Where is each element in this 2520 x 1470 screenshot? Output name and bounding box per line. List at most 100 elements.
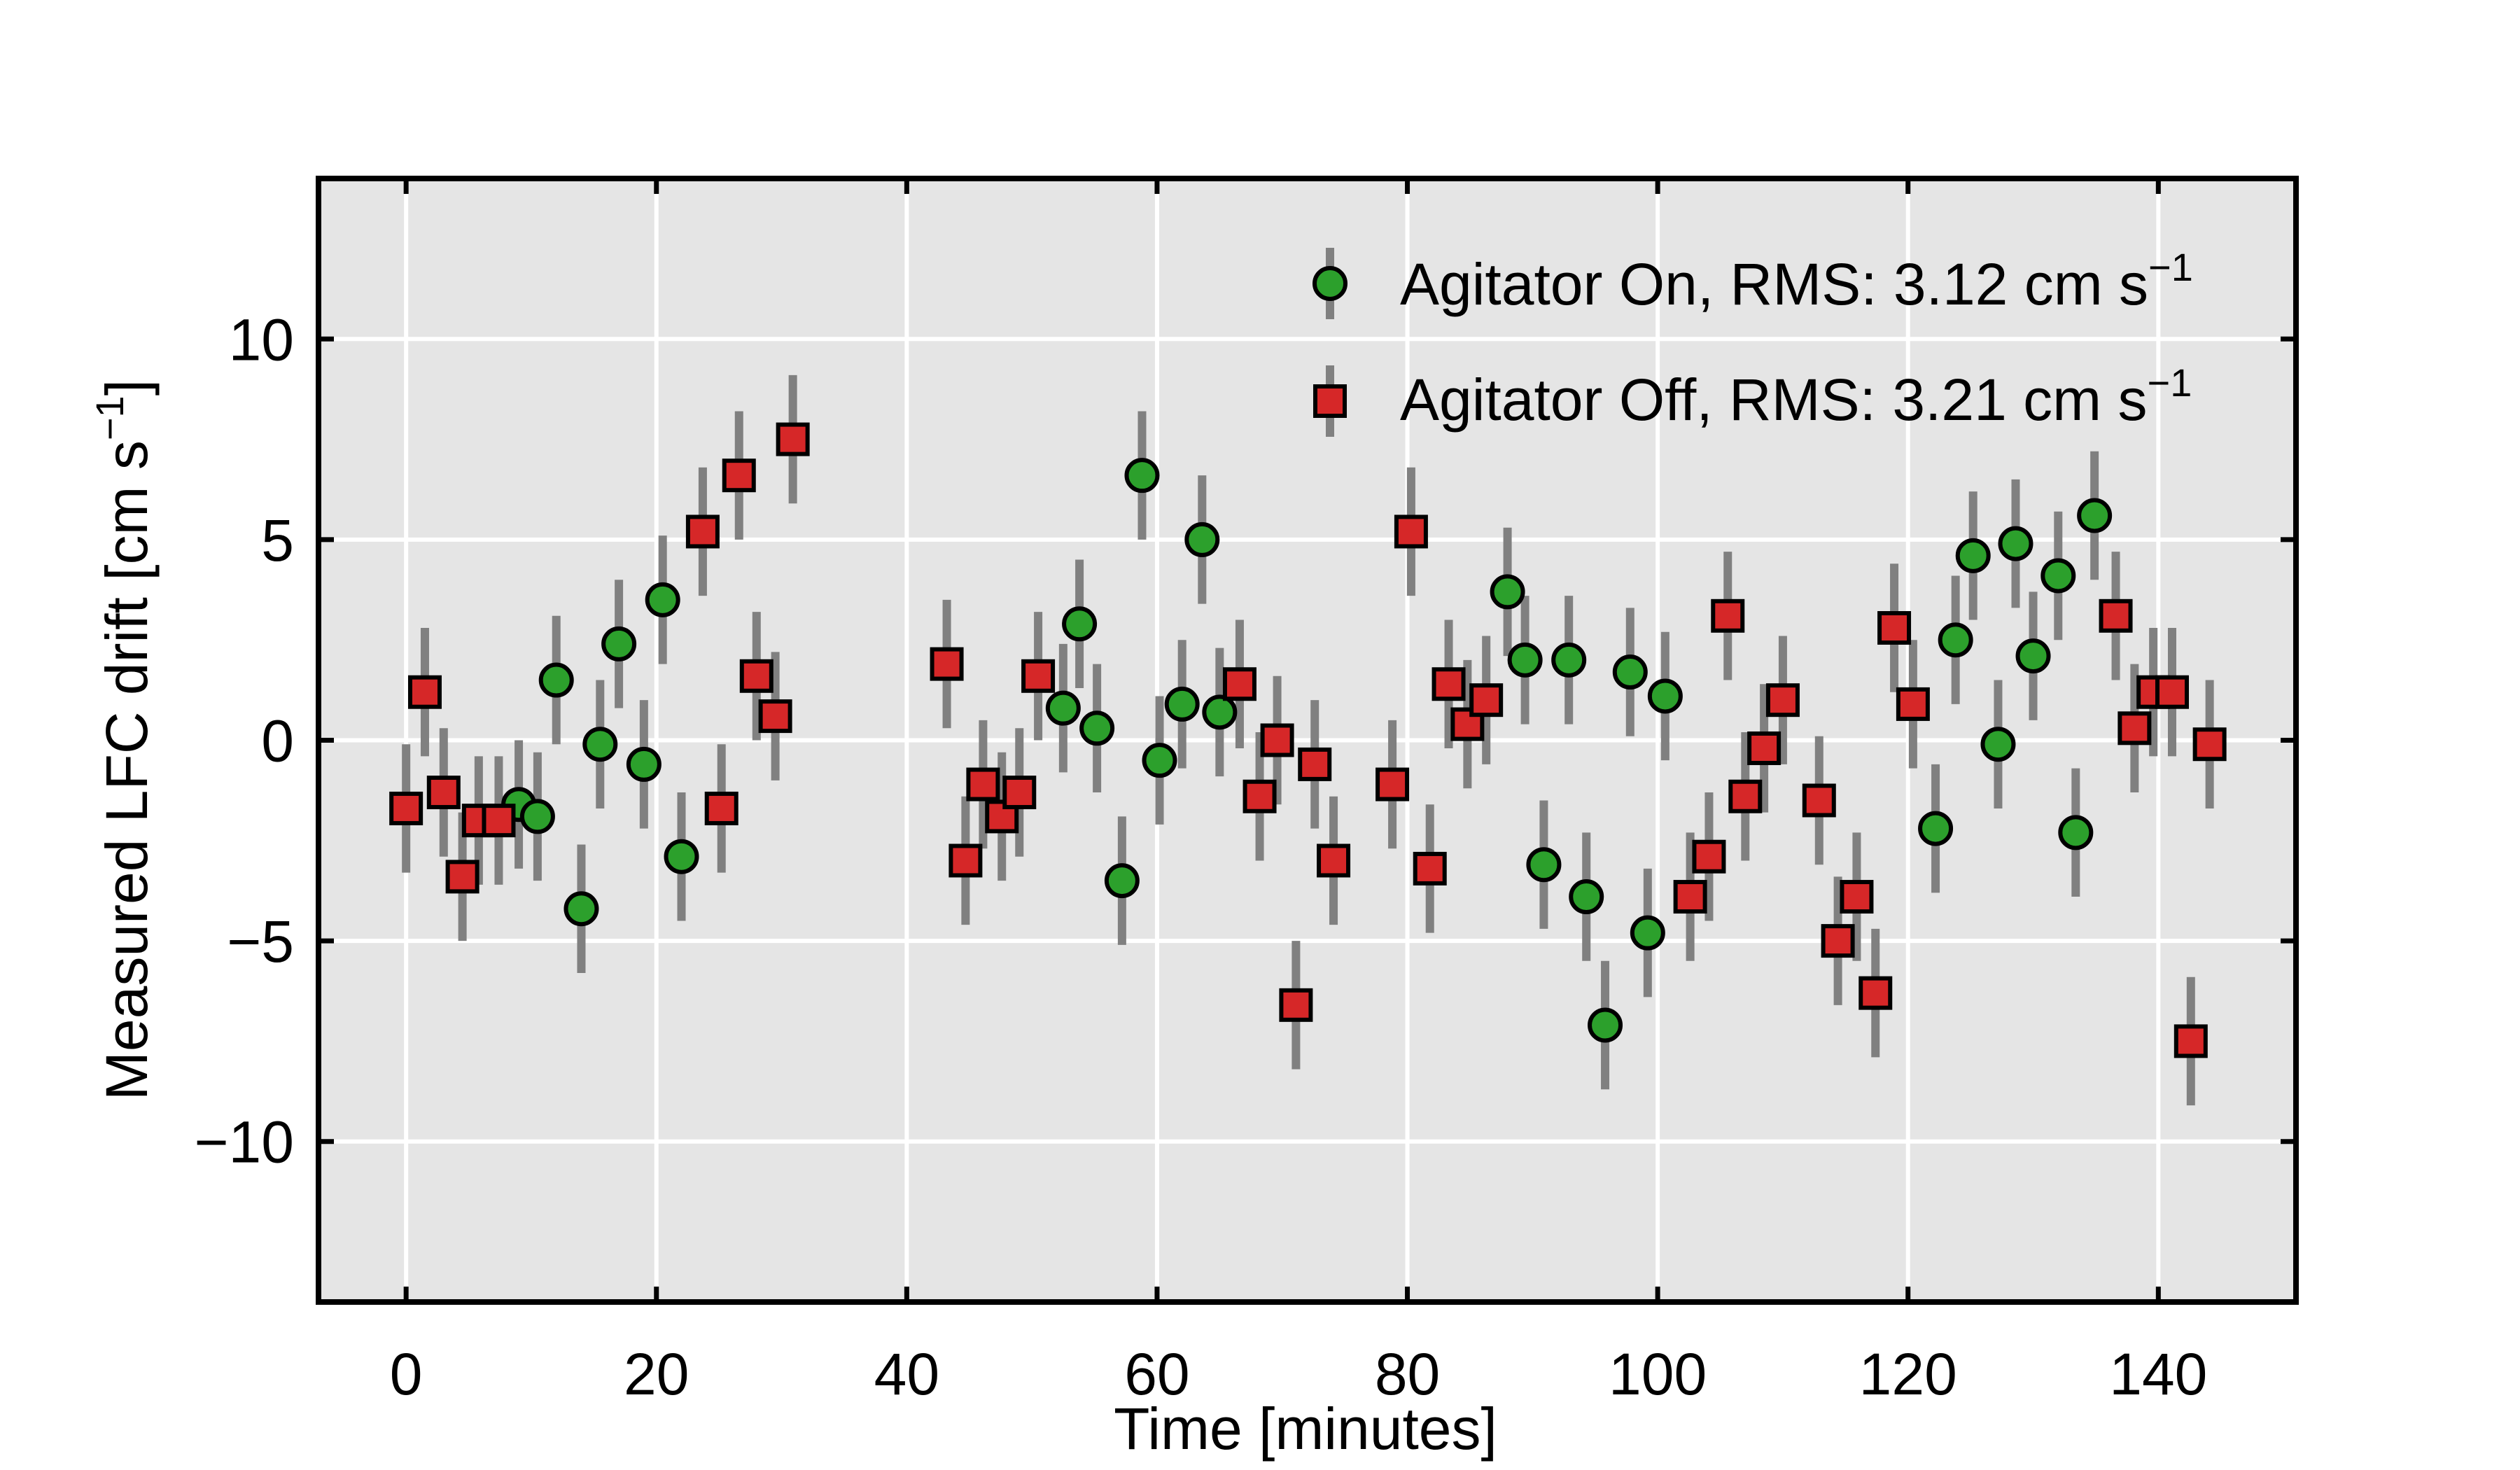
agitator-on-point (1526, 847, 1562, 883)
legend-on-marker (1312, 266, 1348, 301)
agitator-off-point (930, 647, 964, 681)
agitator-on-point (1142, 743, 1177, 778)
agitator-off-point (2174, 1024, 2208, 1058)
x-tick-label: 100 (1609, 1341, 1707, 1407)
agitator-off-point (389, 791, 424, 825)
agitator-off-point (1002, 776, 1037, 810)
agitator-on-point (1490, 574, 1525, 610)
x-tick-label: 40 (874, 1341, 939, 1407)
agitator-on-point (601, 626, 637, 662)
legend-on-exponent: −1 (2148, 245, 2193, 289)
agitator-off-point (1450, 707, 1485, 741)
legend-on-text: Agitator On, RMS: 3.12 cm s (1400, 251, 2148, 317)
agitator-off-point (426, 776, 461, 810)
agitator-off-point (758, 699, 792, 734)
agitator-on-point (1938, 622, 1973, 658)
agitator-on-point (1164, 686, 1200, 722)
agitator-off-point (1821, 924, 1855, 958)
agitator-off-point (2099, 598, 2133, 633)
agitator-off-point (985, 799, 1019, 834)
agitator-off-point (2192, 727, 2227, 762)
agitator-off-point (445, 860, 479, 894)
y-tick-label: 10 (229, 307, 294, 372)
agitator-on-point (1588, 1007, 1623, 1043)
agitator-off-point (1376, 767, 1410, 802)
legend-agitator-on-label: Agitator On, RMS: 3.12 cm s−1 (1400, 245, 2193, 317)
agitator-on-point (1184, 522, 1220, 557)
x-tick-label: 80 (1375, 1341, 1440, 1407)
agitator-on-point (2077, 498, 2113, 533)
y-axis-label-suffix: ] (94, 379, 160, 396)
agitator-on-point (1104, 863, 1140, 899)
legend: Agitator On, RMS: 3.12 cm s−1 Agitator O… (1312, 245, 2193, 437)
grid-lines (318, 178, 2296, 1302)
y-tick-label: 0 (261, 708, 294, 774)
legend-off-marker (1313, 384, 1347, 418)
agitator-on-point (1612, 654, 1648, 690)
agitator-off-point (685, 514, 720, 549)
agitator-on-point (2040, 558, 2076, 594)
agitator-on-point (1980, 727, 2016, 762)
agitator-off-point (739, 659, 774, 693)
x-tick-label: 20 (624, 1341, 689, 1407)
agitator-off-point (776, 422, 810, 456)
agitator-off-point (1317, 844, 1351, 878)
agitator-off-point (1692, 839, 1726, 874)
agitator-off-point (407, 675, 442, 709)
x-tick-label: 120 (1859, 1341, 1957, 1407)
agitator-on-point (1998, 526, 2033, 561)
agitator-off-point (1802, 783, 1836, 818)
agitator-off-point (1673, 880, 1707, 914)
agitator-on-point (582, 727, 618, 762)
agitator-on-point (1507, 642, 1543, 678)
legend-off-text: Agitator Off, RMS: 3.21 cm s (1400, 367, 2147, 433)
agitator-off-point (1765, 683, 1800, 718)
agitator-on-point (538, 662, 574, 698)
x-axis-label: Time [minutes] (1114, 1396, 1497, 1462)
agitator-on-point (519, 799, 555, 834)
agitator-on-point (1045, 690, 1081, 726)
y-axis-label-exponent: −1 (88, 396, 132, 440)
agitator-on-point (1955, 538, 1991, 573)
y-axis-label: Measured LFC drift [cm s−1] (88, 379, 160, 1100)
agitator-on-point (1079, 710, 1115, 746)
agitator-off-point (1432, 667, 1466, 701)
agitator-off-point (2155, 675, 2189, 709)
agitator-on-point (664, 839, 699, 874)
data-markers (389, 422, 2227, 1058)
tick-labels: 0 20 40 60 80 100 120 140 −10 −5 0 5 10 (195, 307, 2208, 1407)
agitator-off-point (1413, 851, 1447, 886)
agitator-on-point (1630, 915, 1665, 951)
legend-off-exponent: −1 (2147, 360, 2192, 405)
y-axis-label-main: Measured LFC drift [cm s (94, 440, 160, 1100)
axis-ticks (318, 178, 2296, 1302)
y-tick-label: −10 (195, 1110, 295, 1175)
x-tick-label: 60 (1124, 1341, 1189, 1407)
agitator-off-point (966, 767, 1000, 802)
agitator-off-point (1711, 598, 1745, 633)
agitator-on-point (626, 746, 662, 782)
agitator-off-point (1222, 667, 1256, 701)
agitator-off-point (2118, 711, 2152, 746)
agitator-off-point (1260, 723, 1294, 757)
agitator-off-point (1279, 988, 1313, 1022)
agitator-off-point (704, 791, 738, 825)
agitator-on-point (1569, 879, 1604, 915)
agitator-off-point (1394, 514, 1428, 549)
agitator-on-point (1551, 642, 1587, 678)
agitator-on-point (1124, 458, 1160, 493)
agitator-off-point (1858, 976, 1893, 1010)
legend-agitator-off-label: Agitator Off, RMS: 3.21 cm s−1 (1400, 360, 2192, 433)
y-tick-label: 5 (261, 507, 294, 573)
agitator-off-point (722, 458, 756, 493)
agitator-off-point (1896, 687, 1930, 721)
agitator-on-point (2015, 638, 2051, 674)
agitator-off-point (1747, 731, 1782, 765)
agitator-on-point (1062, 606, 1098, 642)
agitator-off-point (1728, 779, 1763, 813)
agitator-off-point (1469, 683, 1504, 718)
x-tick-label: 0 (390, 1341, 423, 1407)
agitator-on-point (645, 582, 680, 617)
agitator-on-point (1647, 678, 1683, 714)
